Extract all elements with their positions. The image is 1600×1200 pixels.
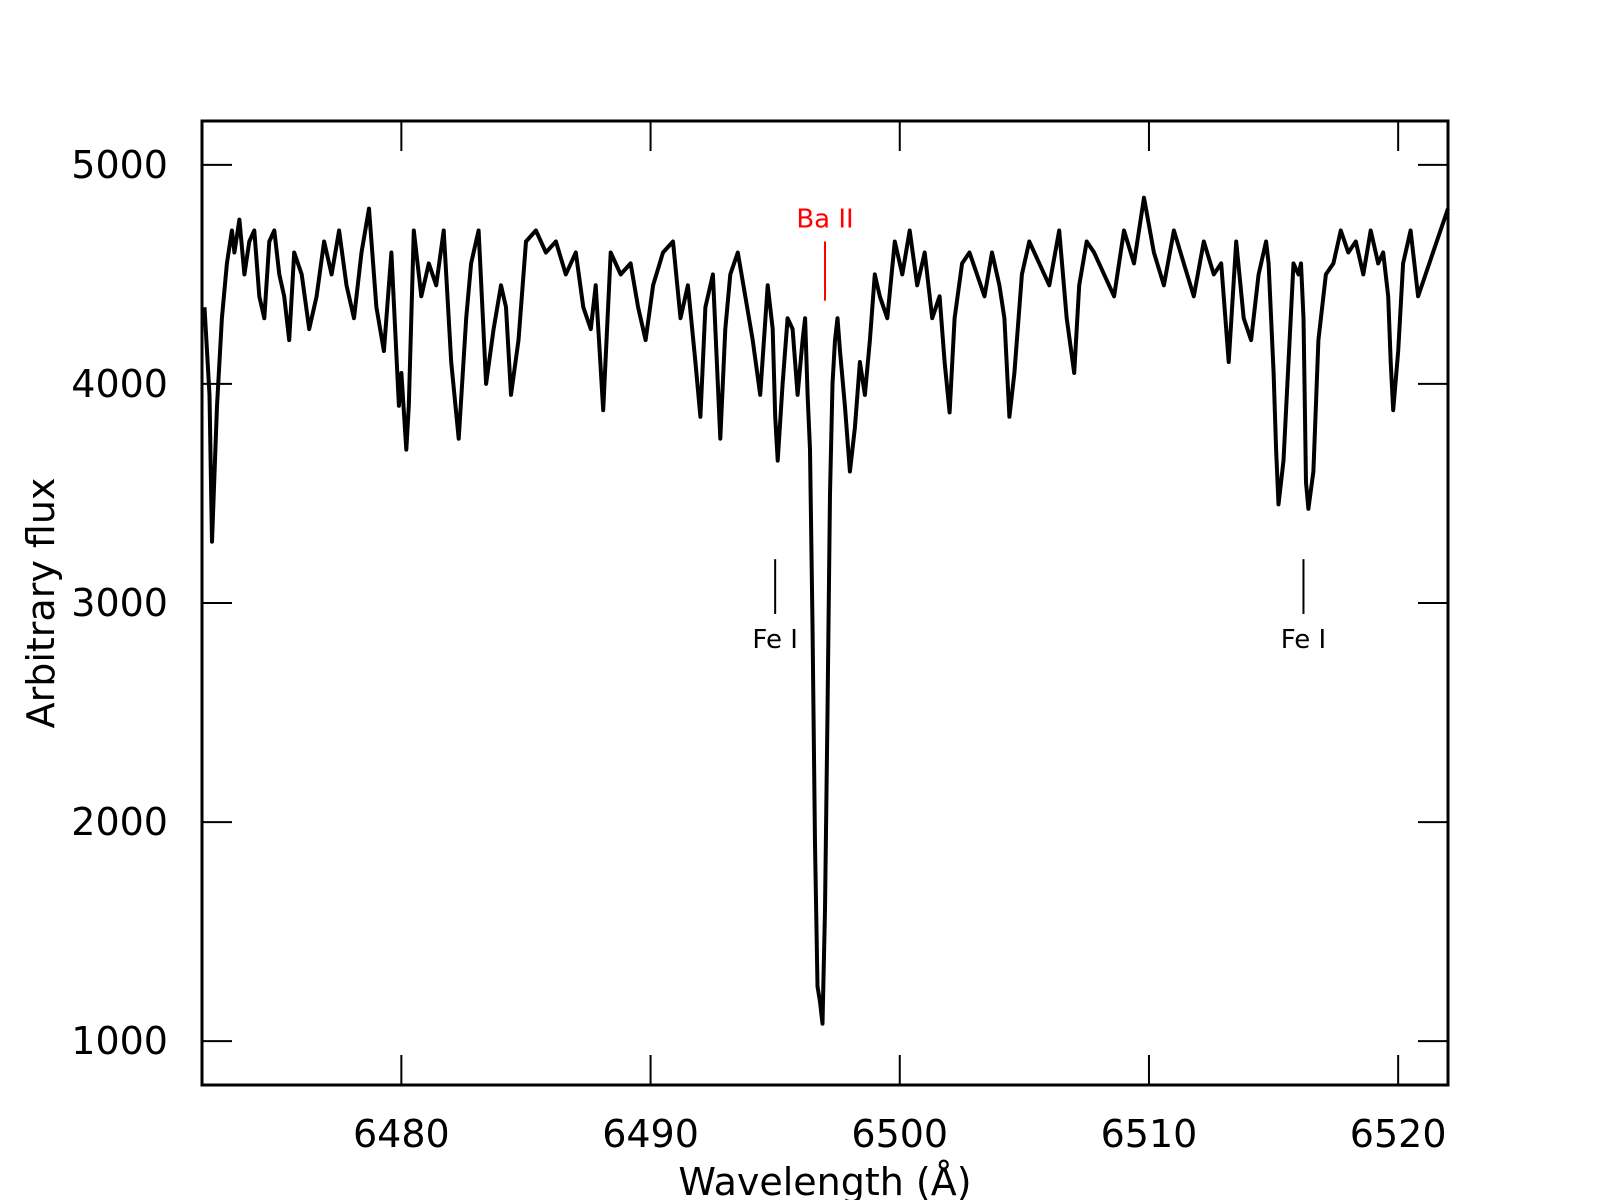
y-tick-label: 2000 — [71, 800, 168, 844]
annotation-label: Ba II — [796, 205, 853, 235]
y-tick-label: 4000 — [71, 362, 168, 406]
x-tick-label: 6510 — [1101, 1112, 1198, 1156]
x-axis-title: Wavelength (Å) — [678, 1160, 971, 1200]
x-tick-label: 6520 — [1350, 1112, 1447, 1156]
plot-frame — [200, 119, 1450, 1087]
annotation-label: Fe I — [752, 625, 797, 655]
y-tick-label: 5000 — [71, 143, 168, 187]
x-tick-label: 6490 — [602, 1112, 699, 1156]
y-tick-label: 1000 — [71, 1019, 168, 1063]
x-tick-label: 6500 — [851, 1112, 948, 1156]
annotations-layer: Fe I Ba II Fe I — [752, 205, 1326, 655]
ticks-layer: 6480 6490 6500 6510 6520 1000 2000 3000 4000 5000 — [71, 121, 1448, 1156]
spectrum-line — [202, 195, 1450, 1026]
y-tick-label: 3000 — [71, 581, 168, 625]
y-axis-title: Arbitrary flux — [19, 478, 63, 729]
x-tick-label: 6480 — [353, 1112, 450, 1156]
annotation-label: Fe I — [1281, 625, 1326, 655]
